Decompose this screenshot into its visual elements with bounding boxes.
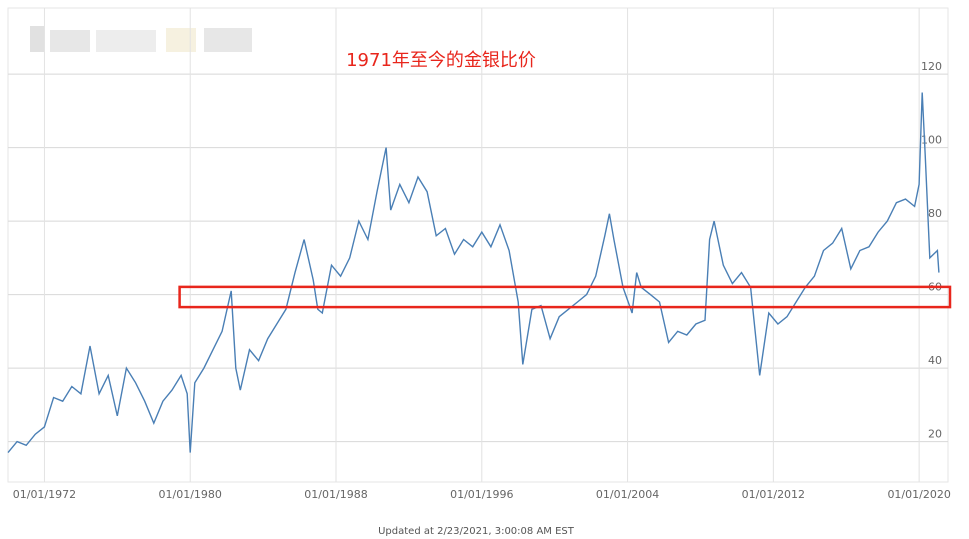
x-tick-label: 01/01/1972 bbox=[13, 488, 76, 501]
x-tick-label: 01/01/2012 bbox=[742, 488, 805, 501]
x-tick-label: 01/01/2004 bbox=[596, 488, 659, 501]
x-tick-label: 01/01/1980 bbox=[159, 488, 222, 501]
y-tick-label: 100 bbox=[921, 134, 942, 147]
x-tick-label: 01/01/2020 bbox=[887, 488, 950, 501]
y-tick-label: 40 bbox=[928, 354, 942, 367]
blurred-logo bbox=[30, 26, 252, 52]
x-tick-label: 01/01/1988 bbox=[304, 488, 367, 501]
chart-title: 1971年至今的金银比价 bbox=[346, 50, 536, 71]
y-tick-label: 20 bbox=[928, 428, 942, 441]
plot-frame bbox=[7, 7, 949, 483]
x-tick-label: 01/01/1996 bbox=[450, 488, 513, 501]
y-tick-label: 120 bbox=[921, 60, 942, 73]
line-series bbox=[7, 92, 940, 454]
footer: Updated at 2/23/2021, 3:00:08 AM EST bbox=[378, 526, 575, 537]
y-tick-label: 80 bbox=[928, 207, 942, 220]
highlight-band bbox=[178, 285, 952, 309]
